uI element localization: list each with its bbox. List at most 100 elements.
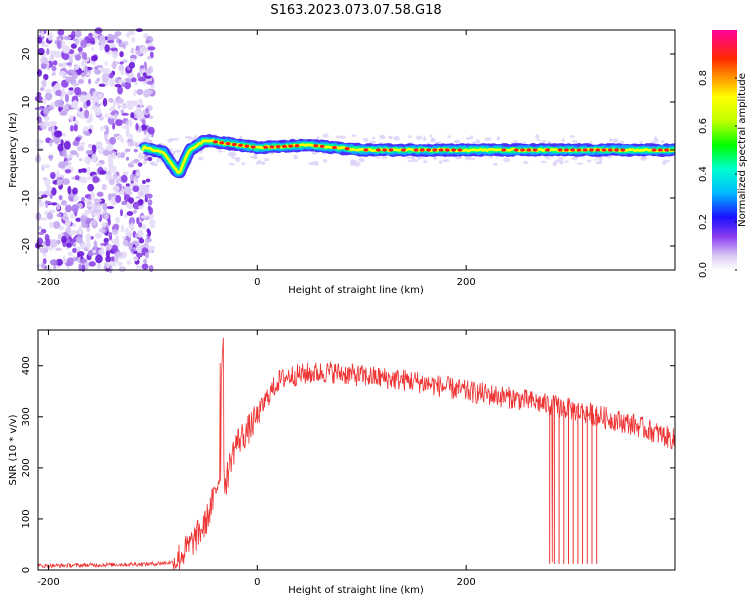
noise-speck [56,177,64,181]
noise-speck [80,243,86,250]
noise-speck [140,65,145,69]
noise-speck [433,156,437,161]
noise-speck [46,105,54,111]
noise-speck [184,135,192,139]
noise-speck [94,27,103,34]
noise-speck [94,232,103,239]
ridge-peak [557,148,563,152]
noise-speck [58,62,63,67]
noise-speck [62,133,67,138]
noise-speck [130,47,135,54]
noise-speck [145,107,149,114]
x-tick-label: -200 [37,577,60,588]
noise-speck [470,157,476,160]
noise-speck [379,134,386,139]
snr-line [37,337,676,571]
noise-speck [76,145,85,152]
noise-speck [106,261,110,269]
noise-speck [104,132,108,142]
noise-speck [128,197,135,204]
noise-speck [86,166,91,176]
noise-speck [109,115,114,119]
noise-speck [130,160,135,166]
ridge-peak [294,144,300,148]
noise-speck [138,205,144,210]
snr-plot-area [38,330,675,570]
noise-speck [102,149,110,156]
noise-speck [56,203,61,211]
noise-speck [53,130,62,138]
noise-speck [49,50,58,55]
noise-speck [74,54,82,61]
colorbar-tick-label: 0.2 [698,214,709,230]
noise-speck [115,194,122,204]
noise-speck [131,77,137,83]
noise-speck [105,255,112,263]
noise-speck [133,158,140,164]
spectrogram-ticks: -200 0 200 20 10 0 -10 -20 [21,30,675,288]
noise-speck [87,183,95,192]
noise-speck [52,60,58,66]
noise-speck [140,215,148,219]
noise-speck [78,263,82,272]
noise-speck [80,72,86,77]
noise-speck [119,152,125,159]
noise-speck [57,161,66,169]
noise-speck [49,154,53,162]
noise-speck [38,231,44,236]
noise-speck [65,76,74,83]
noise-speck [127,141,135,147]
noise-speck [65,154,73,159]
ridge-peak [231,142,237,147]
noise-speck [97,141,103,148]
noise-speck [94,80,99,85]
noise-speck [121,251,128,259]
noise-speck [78,79,84,84]
noise-speck [77,46,83,53]
ridge-peak [219,141,225,145]
noise-speck [142,119,146,126]
noise-speck [496,136,501,141]
noise-speck [136,216,140,225]
noise-speck [241,162,246,166]
noise-speck [137,230,143,238]
noise-speck [92,176,100,184]
noise-speck [43,121,51,128]
ridge-peak [269,145,275,149]
noise-speck [126,79,133,84]
noise-speck [135,49,142,56]
noise-speck [62,178,70,185]
noise-speck [125,33,131,38]
ridge-peak [620,148,626,152]
noise-speck [56,179,62,186]
noise-speck [115,216,120,224]
noise-speck [108,78,115,87]
noise-speck [137,162,143,167]
noise-speck [117,105,121,109]
noise-speck [124,148,131,153]
ridge-peak [614,148,620,152]
noise-speck [112,201,117,206]
noise-speck [372,136,376,140]
ridge-peak [532,148,538,152]
noise-speck [126,260,132,265]
x-tick-label: -200 [37,277,60,288]
noise-speck [136,88,144,96]
noise-speck [353,161,361,167]
x-tick-label: 200 [457,277,476,288]
y-tick-label: 400 [21,356,32,375]
noise-speck [198,156,204,161]
noise-speck [72,247,77,253]
noise-speck [102,202,108,211]
y-tick-label: 300 [21,407,32,426]
noise-speck [46,185,53,192]
noise-speck [133,148,138,153]
noise-speck [322,159,328,163]
noise-speck [100,67,106,73]
y-tick-label: -10 [21,190,32,206]
noise-speck [88,261,96,267]
y-tick-label: 200 [21,458,32,477]
noise-speck [65,62,73,66]
noise-speck [503,157,510,163]
noise-speck [141,263,149,270]
